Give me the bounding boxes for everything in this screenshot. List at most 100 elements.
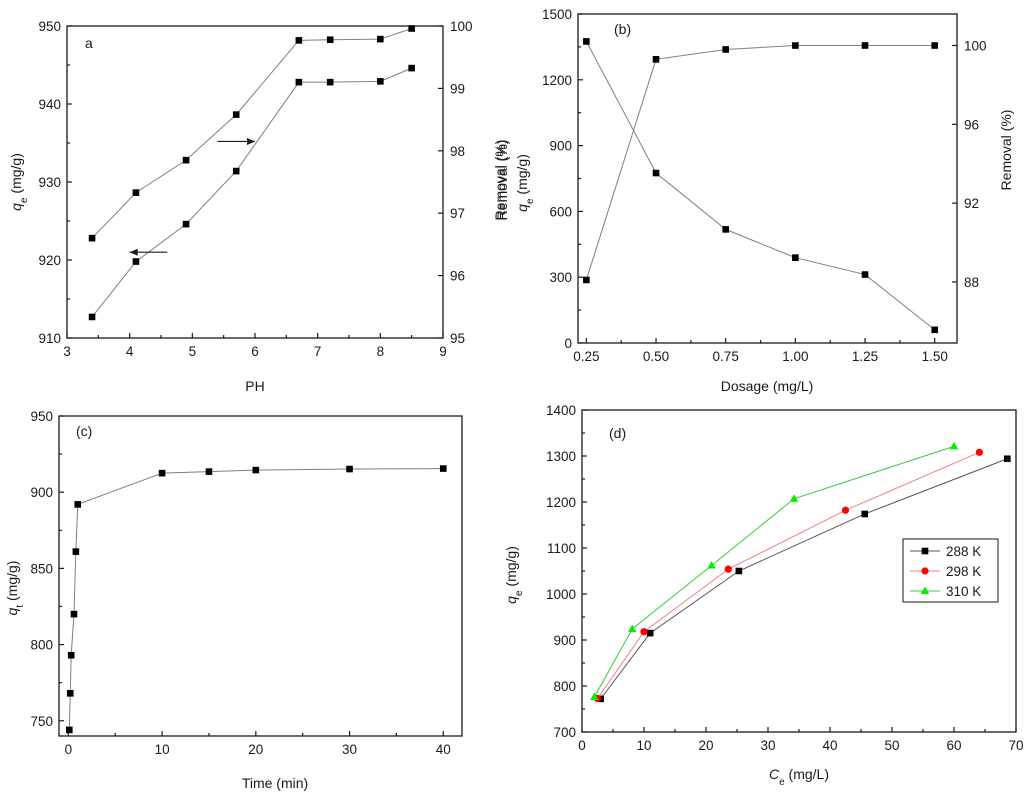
x-tick-label-a: 9: [439, 344, 447, 359]
x-tick-label-c: 0: [65, 742, 73, 757]
y-tick-label-d: 1200: [546, 495, 576, 510]
y-tick-label-c: 850: [30, 561, 53, 576]
y-axis-label-d: qe (mg/g): [503, 546, 525, 604]
series-group-a: [88, 25, 415, 321]
y-label-unit-a: (mg/g): [8, 153, 24, 197]
legend-label: 310 K: [946, 584, 981, 599]
x-axis-label-c: Time (min): [242, 775, 308, 791]
data-point-b-0: [861, 271, 869, 278]
x-tick-label-c: 20: [248, 742, 263, 757]
data-point-d-1: [640, 628, 648, 636]
x-axis-label-b: Dosage (mg/L): [721, 378, 814, 394]
x-label-main-d: C: [769, 766, 780, 782]
data-point-a-0: [88, 313, 96, 321]
y-axis-ticks-d: 700 800 900 1000 1100 1200 1300 1400: [546, 403, 587, 740]
y-tick-label-b: 1500: [542, 7, 572, 22]
data-point-a-0: [408, 64, 415, 72]
x-label-sub-d: e: [779, 777, 785, 788]
data-point-c-0: [72, 548, 80, 555]
y-axis-ticks-b: 0 300 600 900 1200 1500: [542, 7, 583, 351]
data-point-d-2: [590, 692, 599, 701]
y-axis-right-ticks-b: 88 92 96 100: [952, 39, 987, 290]
data-point-d-2: [707, 560, 716, 569]
y-tick-label-d: 1100: [547, 541, 576, 556]
x-axis-ticks-b: 0.25 0.50 0.75 1.00 1.25 1.50: [573, 338, 948, 364]
y-tick-label-d: 800: [553, 679, 576, 694]
arrow-head-icon: [129, 248, 138, 256]
x-tick-label-b: 0.75: [713, 349, 739, 364]
data-point-a-0: [377, 78, 384, 85]
data-point-d-2: [949, 441, 959, 450]
data-point-a-1: [295, 37, 303, 44]
x-axis-ticks-a: 3 4 5 6 7 8 9: [63, 333, 447, 359]
y-axis-ticks-c: 750 800 850 900 950: [30, 409, 64, 729]
plot-area-b: [577, 13, 958, 344]
y-tick-label-d: 1300: [546, 449, 576, 464]
y-tick-label-b: 300: [549, 270, 572, 285]
panel-label-b: (b): [614, 21, 631, 37]
y-right-tick-label-b: 100: [964, 39, 987, 54]
y-axis-right-label-b: Removal (%): [998, 110, 1014, 191]
data-point-d-1: [841, 506, 850, 514]
x-tick-label-a: 5: [189, 344, 197, 359]
x-tick-label-d: 30: [760, 738, 775, 753]
x-axis-ticks-d: 0 10 20 30 40 50 60 70: [578, 727, 1024, 753]
legend-items-d: 288 K 298 K 310 K: [910, 544, 981, 599]
panel-d: 0 10 20 30 40 50 60 70 700 800 900 1000 1100 1200 130…: [503, 403, 1024, 788]
x-label-unit-d: (mg/L): [785, 766, 829, 782]
data-point-b-1: [583, 276, 590, 284]
data-point-c-0: [252, 466, 260, 474]
y-right-tick-label-a: 96: [450, 269, 465, 284]
data-point-a-1: [88, 234, 96, 242]
x-tick-label-d: 0: [578, 738, 586, 753]
legend-d: 288 K 298 K 310 K: [902, 538, 999, 603]
data-point-a-1: [132, 189, 140, 196]
plot-area-c: [58, 415, 463, 737]
arrow-head-icon: [247, 137, 255, 145]
data-point-b-1: [861, 42, 869, 49]
data-point-b-0: [792, 254, 799, 261]
x-tick-label-a: 8: [377, 344, 385, 359]
y-tick-label-c: 800: [30, 638, 53, 653]
data-point-b-0: [931, 326, 939, 334]
x-axis-ticks-c: 0 10 20 30 40: [65, 731, 451, 757]
x-tick-label-d: 50: [884, 738, 899, 753]
y-right-tick-label-b: 88: [964, 275, 979, 290]
data-point-d-2: [628, 624, 637, 632]
data-point-d-1: [724, 565, 732, 573]
x-tick-label-c: 30: [342, 742, 357, 757]
y-right-tick-label-a: 99: [450, 81, 465, 96]
y-right-tick-label-a: 100: [450, 19, 473, 34]
x-tick-label-b: 1.50: [922, 349, 948, 364]
y-tick-label-d: 1000: [546, 587, 576, 602]
data-point-c-0: [67, 651, 75, 659]
y-label-main-c: q: [4, 607, 20, 615]
y-label-sub-c: t: [15, 605, 26, 608]
data-point-b-1: [652, 56, 660, 63]
data-point-b-1: [722, 46, 729, 53]
y-tick-label-a: 950: [38, 19, 61, 34]
x-tick-label-a: 7: [314, 344, 322, 359]
data-point-a-0: [295, 78, 303, 86]
panel-c: 0 10 20 30 40 750 800 850 900 950 (c) Time (min)…: [4, 409, 463, 791]
y-right-tick-label-a: 95: [450, 331, 465, 346]
data-point-a-1: [377, 35, 384, 43]
y-axis-label-a: qe (mg/g): [8, 153, 30, 211]
y-tick-label-d: 900: [553, 633, 576, 648]
legend-marker: [920, 586, 930, 594]
x-tick-label-c: 40: [436, 742, 451, 757]
y-label-main-d: q: [503, 596, 519, 604]
data-point-b-0: [583, 38, 590, 45]
y-right-tick-label-a: 97: [450, 206, 465, 221]
y-axis-right-label-a: Removal (%): [492, 140, 508, 221]
data-point-a-1: [232, 111, 240, 118]
y-label-main-b: q: [514, 204, 530, 212]
data-point-c-0: [66, 726, 73, 734]
data-point-a-0: [232, 167, 240, 175]
legend-marker: [921, 547, 929, 555]
y-tick-label-a: 930: [38, 175, 61, 190]
data-point-c-0: [70, 610, 78, 618]
y-tick-label-b: 0: [564, 336, 572, 351]
y-axis-right-ticks-a: 95 96 97 98 99 100: [438, 19, 473, 346]
